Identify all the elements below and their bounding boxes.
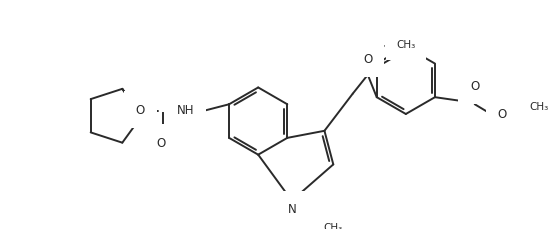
Text: CH₃: CH₃ <box>323 222 343 229</box>
Text: methoxy: methoxy <box>361 60 368 61</box>
Text: O: O <box>136 104 145 117</box>
Text: CH₃: CH₃ <box>396 40 416 50</box>
Text: C: C <box>473 102 474 103</box>
Text: O: O <box>470 80 479 93</box>
Text: N: N <box>288 203 296 215</box>
Text: NH: NH <box>177 104 195 117</box>
Text: O: O <box>363 52 373 65</box>
Text: CH₃: CH₃ <box>529 102 549 112</box>
Text: O: O <box>156 136 166 149</box>
Text: O: O <box>498 107 507 120</box>
